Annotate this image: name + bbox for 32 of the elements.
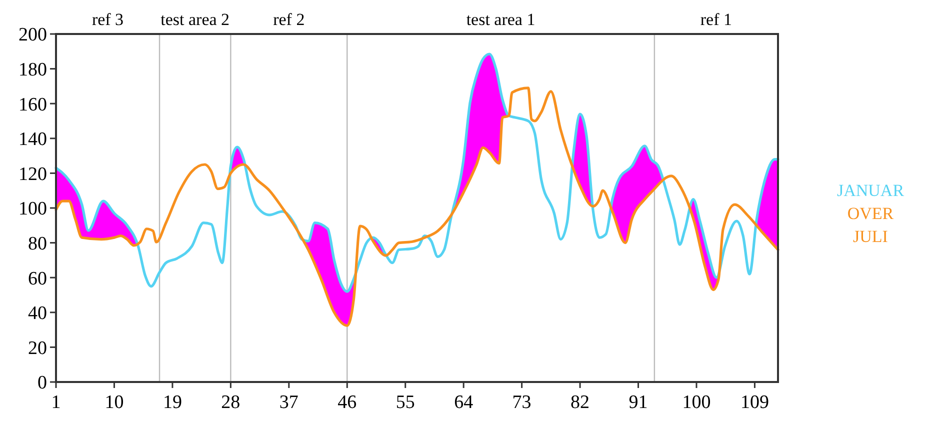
- y-tick-label: 180: [18, 59, 47, 80]
- x-tick-label: 91: [628, 392, 648, 413]
- x-tick-label: 1: [51, 392, 61, 413]
- x-tick-label: 64: [454, 392, 474, 413]
- y-tick-label: 120: [18, 164, 47, 185]
- y-tick-label: 160: [18, 94, 47, 116]
- text: JULI: [853, 227, 888, 246]
- x-tick-label: 109: [740, 392, 769, 413]
- y-tick-label: 100: [18, 198, 47, 220]
- text: OVER: [847, 204, 894, 223]
- y-tick-label: 60: [28, 268, 47, 290]
- x-tick-label: 28: [221, 392, 240, 413]
- x-tick-label: 100: [682, 392, 711, 413]
- text: JANUAR: [836, 181, 905, 200]
- x-tick-label: 19: [162, 392, 182, 413]
- text: test area 1: [466, 10, 536, 29]
- text: test area 2: [160, 10, 230, 29]
- text: ref 1: [700, 10, 732, 29]
- x-tick-label: 55: [396, 392, 415, 413]
- y-tick-label: 80: [28, 233, 47, 254]
- y-tick-label: 40: [28, 303, 47, 324]
- x-tick-label: 46: [338, 392, 357, 413]
- x-tick-label: 82: [570, 392, 590, 413]
- x-tick-label: 73: [512, 392, 532, 413]
- y-tick-label: 0: [38, 372, 47, 394]
- y-tick-label: 140: [18, 129, 47, 150]
- x-tick-label: 37: [279, 392, 298, 413]
- text: ref 3: [92, 10, 124, 29]
- text: ref 2: [273, 10, 305, 29]
- y-tick-label: 20: [28, 338, 47, 359]
- y-tick-label: 200: [18, 24, 47, 46]
- x-tick-label: 10: [104, 392, 124, 413]
